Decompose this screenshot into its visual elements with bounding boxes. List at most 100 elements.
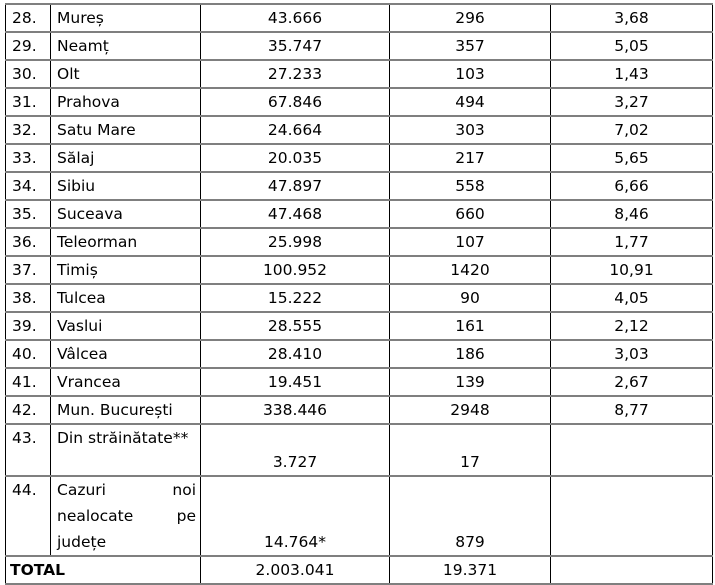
value-a: 15.222 [200, 283, 390, 313]
row-index: 41. [5, 367, 51, 397]
row-index: 44. [5, 475, 51, 557]
value-a: 28.555 [200, 311, 390, 341]
value-a: 28.410 [200, 339, 390, 369]
table-row: 35. Suceava 47.468 660 8,46 [5, 199, 713, 229]
value-a: 20.035 [200, 143, 390, 173]
value-c: 5,05 [550, 31, 713, 61]
value-a: 25.998 [200, 227, 390, 257]
row-index: 36. [5, 227, 51, 257]
row-index: 40. [5, 339, 51, 369]
table-row: 29. Neamț 35.747 357 5,05 [5, 31, 713, 61]
value-b: 2948 [389, 395, 551, 425]
value-a: 24.664 [200, 115, 390, 145]
value-b: 139 [389, 367, 551, 397]
value-b: 879 [389, 475, 551, 557]
county-name: Vaslui [50, 311, 201, 341]
table-row: 30. Olt 27.233 103 1,43 [5, 59, 713, 89]
county-name: Olt [50, 59, 201, 89]
table-row: 37. Timiș 100.952 1420 10,91 [5, 255, 713, 285]
value-c: 1,77 [550, 227, 713, 257]
value-a: 19.451 [200, 367, 390, 397]
table-row: 40. Vâlcea 28.410 186 3,03 [5, 339, 713, 369]
value-a: 43.666 [200, 3, 390, 33]
row-index: 34. [5, 171, 51, 201]
value-a: 14.764* [200, 475, 390, 557]
value-c: 8,46 [550, 199, 713, 229]
value-c: 5,65 [550, 143, 713, 173]
value-c: 3,68 [550, 3, 713, 33]
value-a: 35.747 [200, 31, 390, 61]
county-name: Mureș [50, 3, 201, 33]
county-name: Cazuri noi nealocate pe județe [50, 475, 201, 557]
value-b: 17 [389, 423, 551, 477]
value-c: 2,67 [550, 367, 713, 397]
row-index: 29. [5, 31, 51, 61]
value-a: 67.846 [200, 87, 390, 117]
value-b: 217 [389, 143, 551, 173]
value-b: 90 [389, 283, 551, 313]
row-index: 38. [5, 283, 51, 313]
value-c: 8,77 [550, 395, 713, 425]
value-b: 296 [389, 3, 551, 33]
value-c: 3,03 [550, 339, 713, 369]
value-b: 303 [389, 115, 551, 145]
table-row: 32. Satu Mare 24.664 303 7,02 [5, 115, 713, 145]
total-value-c [550, 555, 713, 585]
total-row: TOTAL 2.003.041 19.371 [5, 555, 713, 585]
row-index: 39. [5, 311, 51, 341]
value-c: 6,66 [550, 171, 713, 201]
row-index: 33. [5, 143, 51, 173]
table-row: 41. Vrancea 19.451 139 2,67 [5, 367, 713, 397]
row-index: 32. [5, 115, 51, 145]
value-c [550, 423, 713, 477]
county-name: Teleorman [50, 227, 201, 257]
row-index: 28. [5, 3, 51, 33]
table-row: 44. Cazuri noi nealocate pe județe 14.764*… [5, 475, 713, 557]
value-b: 558 [389, 171, 551, 201]
value-c: 3,27 [550, 87, 713, 117]
value-a: 47.468 [200, 199, 390, 229]
value-b: 186 [389, 339, 551, 369]
county-name: Neamț [50, 31, 201, 61]
value-a: 100.952 [200, 255, 390, 285]
value-b: 1420 [389, 255, 551, 285]
value-b: 357 [389, 31, 551, 61]
value-b: 107 [389, 227, 551, 257]
county-name: Prahova [50, 87, 201, 117]
value-a: 27.233 [200, 59, 390, 89]
value-c [550, 475, 713, 557]
value-b: 494 [389, 87, 551, 117]
value-b: 161 [389, 311, 551, 341]
table-row: 38. Tulcea 15.222 90 4,05 [5, 283, 713, 313]
county-name: Sibiu [50, 171, 201, 201]
row-index: 43. [5, 423, 51, 477]
table-row: 42. Mun. București 338.446 2948 8,77 [5, 395, 713, 425]
row-index: 35. [5, 199, 51, 229]
value-b: 103 [389, 59, 551, 89]
county-name: Sălaj [50, 143, 201, 173]
value-c: 2,12 [550, 311, 713, 341]
row-index: 37. [5, 255, 51, 285]
value-a: 47.897 [200, 171, 390, 201]
total-value-a: 2.003.041 [200, 555, 390, 585]
value-c: 10,91 [550, 255, 713, 285]
county-name: Suceava [50, 199, 201, 229]
county-name: Din străinătate** [50, 423, 201, 477]
value-a: 3.727 [200, 423, 390, 477]
total-value-b: 19.371 [389, 555, 551, 585]
value-b: 660 [389, 199, 551, 229]
total-label: TOTAL [5, 555, 201, 585]
value-c: 1,43 [550, 59, 713, 89]
row-index: 42. [5, 395, 51, 425]
county-name: Vâlcea [50, 339, 201, 369]
value-a: 338.446 [200, 395, 390, 425]
value-c: 7,02 [550, 115, 713, 145]
county-name: Mun. București [50, 395, 201, 425]
value-c: 4,05 [550, 283, 713, 313]
table-row: 43. Din străinătate** 3.727 17 [5, 423, 713, 477]
table-row: 31. Prahova 67.846 494 3,27 [5, 87, 713, 117]
table-row: 28. Mureș 43.666 296 3,68 [5, 3, 713, 33]
table-row: 33. Sălaj 20.035 217 5,65 [5, 143, 713, 173]
table-body: 28. Mureș 43.666 296 3,68 29. Neamț 35.747 357 5,… [5, 3, 713, 557]
county-name: Timiș [50, 255, 201, 285]
